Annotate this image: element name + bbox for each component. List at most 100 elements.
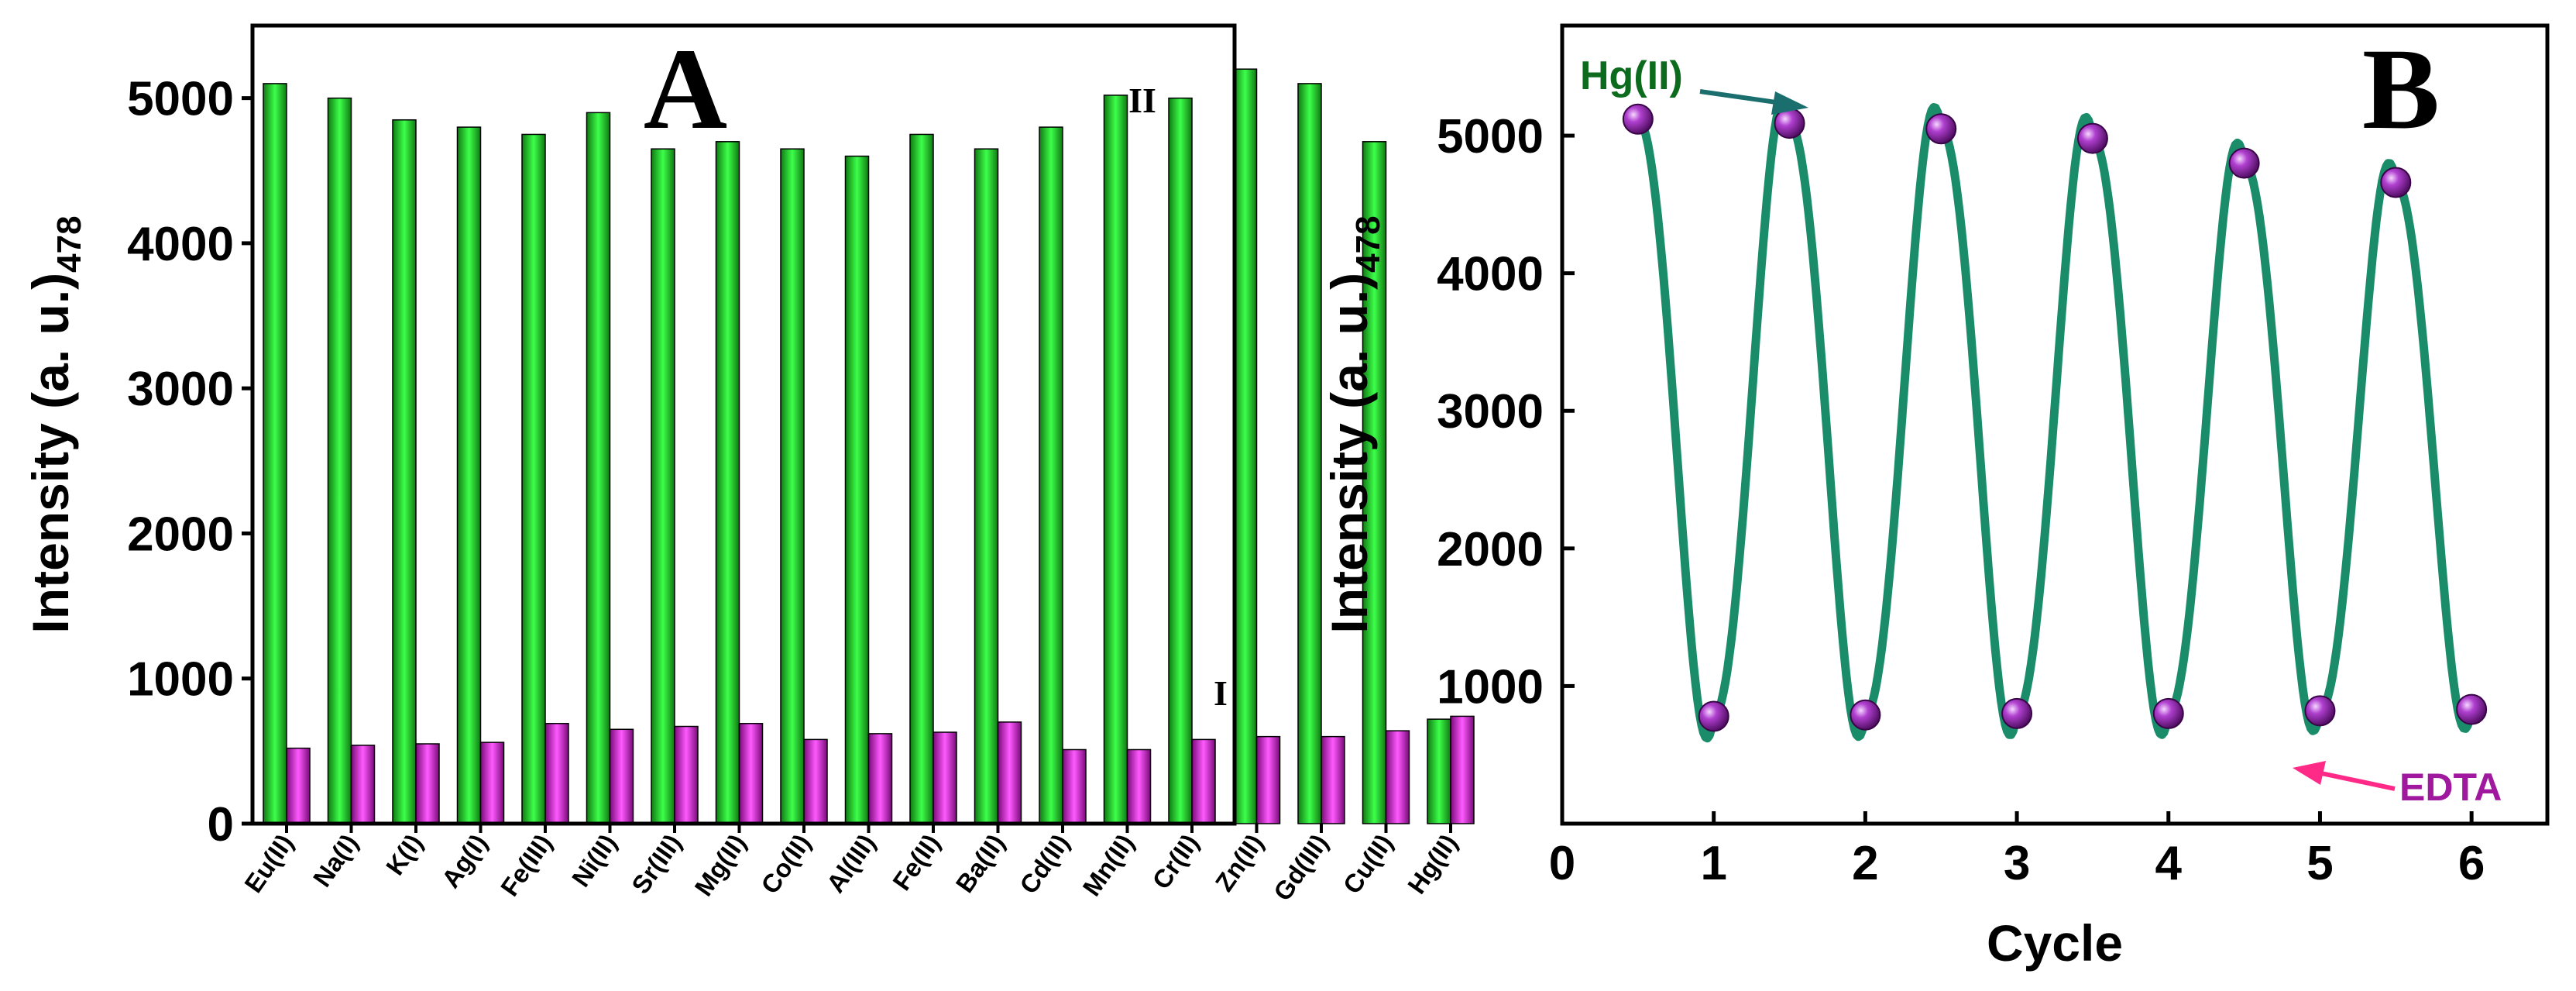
x-tick-label: Al(III) [821, 829, 881, 898]
edta-annotation-label: EDTA [2399, 766, 2502, 809]
x-tick-label: 4 [2155, 837, 2183, 890]
bar-series-ii [327, 97, 352, 824]
bar-series-i [415, 743, 440, 824]
panel-a-bars [263, 68, 1475, 824]
cycle-point [2304, 695, 2336, 727]
x-tick-label: 5 [2306, 837, 2333, 890]
cycle-point [2380, 167, 2412, 198]
panel-b-chart: 1000 2000 3000 4000 5000 0 1 2 3 4 5 6 Intensity (… [1321, 23, 2550, 972]
panel-b-y-axis-title-subscript: 478 [1349, 215, 1387, 272]
bar-series-ii [263, 83, 287, 824]
edta-arrow-icon [2293, 761, 2396, 791]
bar-series-i [738, 723, 764, 824]
y-tick-label: 4000 [127, 218, 234, 271]
bar-series-ii [392, 119, 417, 824]
y-tick-label: 0 [208, 798, 234, 852]
x-tick-label: Hg(II) [1402, 829, 1463, 899]
cycle-point [1850, 699, 1881, 731]
x-tick-label: Ag(I) [436, 829, 493, 893]
x-tick-label: Fe(III) [495, 829, 558, 901]
panel-a-y-axis-title: Intensity (a. u.)478 [22, 215, 88, 633]
bar-series-ii [1297, 83, 1322, 824]
series-i-label: I [1214, 673, 1228, 713]
panel-a-y-axis-title-subscript: 478 [50, 215, 88, 272]
bar-series-ii [521, 133, 546, 824]
x-tick-label: Cr(II) [1146, 829, 1204, 894]
y-tick-label: 1000 [127, 653, 234, 707]
bar-series-ii [1168, 97, 1193, 824]
cycle-curve-line [1635, 97, 2476, 743]
bar-series-i [803, 738, 828, 824]
x-tick-label: 2 [1852, 837, 1878, 890]
y-tick-label: 5000 [127, 73, 234, 126]
x-tick-label: K(I) [380, 829, 428, 880]
cycle-point [1925, 113, 1957, 145]
cycle-point [2456, 693, 2488, 725]
x-tick-label: Sr(III) [626, 829, 687, 899]
x-tick-label: Gd(III) [1268, 829, 1334, 906]
x-tick-label: Cu(II) [1338, 829, 1399, 899]
hg-arrow-icon [1699, 89, 1808, 115]
x-tick-label: Na(I) [307, 829, 363, 892]
x-tick-label: Ni(II) [566, 829, 622, 892]
panel-a-x-axis: Eu(II) Na(I) K(I) Ag(I) Fe(III) Ni(II) Sr(III)… [239, 824, 1463, 906]
bar-series-i [544, 723, 569, 824]
panel-a-y-axis-title-main: Intensity (a. u.) [22, 273, 79, 634]
x-tick-label: Mg(II) [689, 829, 751, 901]
bar-series-ii [780, 148, 805, 824]
panel-b-frame [1560, 23, 2550, 826]
x-tick-label: 1 [1700, 837, 1726, 890]
cycle-point [1698, 700, 1729, 732]
cycle-point [1622, 103, 1654, 135]
y-tick-label: 1000 [1437, 660, 1544, 714]
panel-a-y-axis: 0 1000 2000 3000 4000 5000 [127, 73, 252, 852]
cycle-point [2152, 697, 2184, 729]
bar-series-ii [1103, 95, 1128, 824]
x-tick-label: Cd(II) [1014, 829, 1075, 899]
panel-b-x-axis-title: Cycle [1987, 914, 2123, 972]
bar-series-ii [909, 133, 934, 824]
panel-b-y-axis: 1000 2000 3000 4000 5000 [1437, 110, 1575, 714]
bar-series-ii [1232, 68, 1258, 824]
panel-b-y-axis-title: Intensity (a. u.)478 [1321, 215, 1387, 633]
bar-series-ii [1362, 141, 1387, 824]
series-ii-label: II [1128, 81, 1156, 120]
bar-series-i [1321, 735, 1345, 824]
cycle-point [2001, 697, 2033, 729]
panel-b-y-axis-title-main: Intensity (a. u.) [1321, 273, 1378, 634]
bar-series-i [1450, 715, 1475, 824]
bar-series-i [1385, 730, 1410, 824]
panel-a-label: A [644, 25, 727, 153]
bar-series-ii [715, 141, 740, 824]
bar-series-i [997, 721, 1022, 824]
panel-b-points [1622, 103, 2488, 732]
x-tick-label: Zn(II) [1210, 829, 1269, 896]
bar-series-ii [974, 148, 999, 824]
bar-series-ii [1039, 126, 1063, 824]
y-tick-label: 2000 [127, 508, 234, 561]
x-tick-label: 6 [2458, 837, 2485, 890]
bar-series-ii [651, 148, 675, 824]
panel-a-frame [250, 23, 1237, 826]
x-tick-label: Eu(II) [239, 829, 299, 898]
cycle-point [2076, 122, 2108, 154]
bar-series-i [867, 733, 893, 824]
bar-series-i [1255, 735, 1281, 824]
y-tick-label: 4000 [1437, 248, 1544, 301]
bar-series-i [350, 745, 376, 824]
panel-a-chart: 0 1000 2000 3000 4000 5000 Eu(II) Na(I) K(I) Ag(… [22, 23, 1475, 906]
x-tick-label: 3 [2004, 837, 2030, 890]
bar-series-i [286, 747, 311, 824]
x-tick-label: Ba(II) [950, 829, 1011, 898]
y-tick-label: 3000 [127, 363, 234, 416]
x-tick-label: Fe(II) [887, 829, 946, 896]
bar-series-i [1062, 748, 1087, 824]
bar-series-i [933, 731, 957, 824]
hg-annotation-label: Hg(II) [1580, 53, 1683, 98]
x-tick-label: Mn(II) [1077, 829, 1139, 901]
bar-series-i [1126, 748, 1152, 824]
bar-series-ii [844, 155, 870, 824]
bar-series-i [674, 725, 699, 824]
bar-series-i [1191, 738, 1216, 824]
